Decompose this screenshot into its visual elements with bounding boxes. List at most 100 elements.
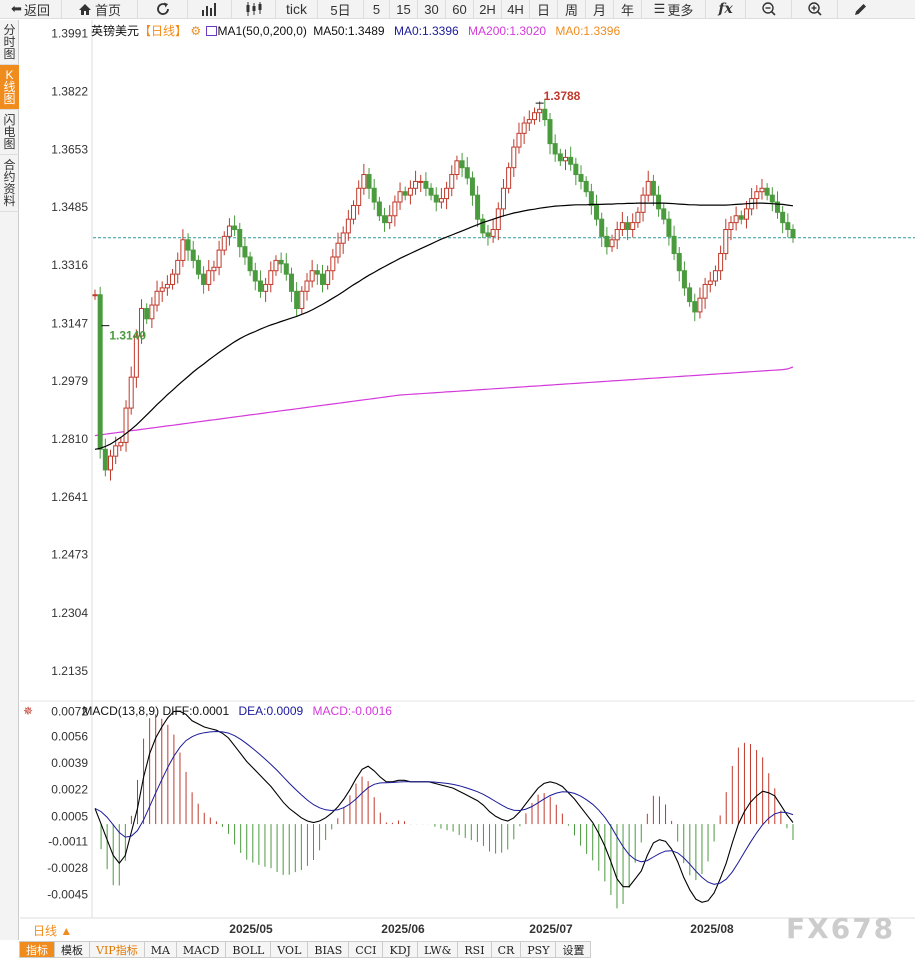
zoom-out-button[interactable] [746, 0, 792, 19]
symbol-name: 英镑美元 [91, 24, 140, 38]
period-button-9[interactable]: 月 [586, 0, 614, 19]
indicator-tab-3[interactable]: MA [144, 941, 177, 958]
period-selector[interactable]: 日线 ▲ [19, 922, 84, 939]
candle [469, 171, 475, 206]
period-button-10[interactable]: 年 [614, 0, 642, 19]
high-label: 1.3788 [544, 89, 581, 103]
line-chart-button[interactable] [188, 0, 232, 19]
period-button-2[interactable]: 15 [390, 0, 418, 19]
candle [749, 187, 755, 216]
candle [263, 277, 269, 302]
candle-body [361, 174, 367, 189]
indicator-icon[interactable] [206, 26, 218, 36]
candle-body [288, 273, 294, 292]
candle [702, 277, 708, 309]
candle [340, 226, 346, 254]
home-label: 首页 [94, 2, 121, 18]
candlestick-button[interactable] [232, 0, 276, 19]
back-button[interactable]: ⬅ 返回 [0, 0, 62, 19]
indicator-tab-1[interactable]: 模板 [55, 941, 90, 958]
sidebar-item-kline[interactable]: K线图 [0, 65, 19, 110]
indicator-tab-12[interactable]: CR [491, 941, 522, 958]
period-button-0[interactable]: 5日 [318, 0, 364, 19]
candle-body [113, 445, 119, 457]
indicator-tab-10[interactable]: LW& [417, 941, 459, 958]
macd-settings-icon[interactable]: ✵ [23, 704, 34, 718]
home-button[interactable]: 首页 [62, 0, 138, 19]
candle [387, 205, 393, 230]
zoom-in-button[interactable] [792, 0, 838, 19]
candle [485, 225, 491, 246]
candle [325, 265, 331, 290]
candle-body [195, 259, 201, 275]
candle-body [128, 376, 134, 409]
candle-body [221, 235, 227, 251]
zoom-out-icon [761, 2, 776, 16]
candle-body [201, 273, 207, 285]
price-tick-label: 1.2810 [51, 432, 88, 446]
function-button[interactable]: fx [706, 0, 746, 19]
date-tick-label: 2025/06 [381, 922, 425, 936]
candle [614, 221, 620, 250]
indicator-tab-14[interactable]: 设置 [556, 941, 592, 958]
sidebar-item-timeshare[interactable]: 分时图 [0, 20, 19, 65]
candle-body [537, 108, 543, 114]
candle-body [645, 180, 651, 196]
ma200-value: MA200:1.3020 [468, 24, 547, 38]
indicator-tab-11[interactable]: RSI [458, 941, 492, 958]
candle-body [335, 242, 341, 258]
candle-body [454, 160, 460, 176]
gear-icon[interactable]: ⚙ [190, 24, 202, 38]
candle [459, 152, 465, 177]
indicator-tab-4[interactable]: MACD [176, 941, 227, 958]
kline-chart[interactable]: 1.3991 1.3822 1.3653 1.3485 1.3316 1.3147 1.29… [20, 20, 915, 940]
candle-body [247, 256, 253, 272]
candle-body [769, 194, 775, 203]
sidebar-item-contract[interactable]: 合约资料 [0, 155, 19, 212]
candle [754, 185, 760, 210]
indicator-tab-9[interactable]: KDJ [383, 941, 418, 958]
indicator-tab-0[interactable]: 指标 [19, 941, 55, 958]
indicator-tab-2[interactable]: VIP指标 [90, 941, 145, 958]
candle-body [299, 290, 305, 309]
period-button-3[interactable]: 30 [418, 0, 446, 19]
macd-axis: 0.0072 0.0056 0.0039 0.0022 0.0005 -0.0011 -0.… [47, 704, 88, 901]
candle-body [640, 194, 646, 213]
candle [247, 251, 253, 276]
period-button-5[interactable]: 2H [474, 0, 502, 19]
indicator-tab-5[interactable]: BOLL [226, 941, 272, 958]
macd-panel [94, 710, 794, 909]
more-button[interactable]: ☰ 更多 [642, 0, 706, 19]
candle-body [609, 239, 615, 248]
candle-body [547, 119, 553, 145]
candle [154, 280, 160, 312]
indicator-tab-8[interactable]: CCI [349, 941, 384, 958]
period-button-4[interactable]: 60 [446, 0, 474, 19]
period-button-1[interactable]: 5 [364, 0, 390, 19]
period-button-8[interactable]: 周 [558, 0, 586, 19]
refresh-button[interactable] [138, 0, 188, 19]
period-button-7[interactable]: 日 [530, 0, 558, 19]
candle [335, 232, 341, 264]
candle [759, 179, 765, 200]
candle-body [418, 180, 424, 183]
indicator-tab-13[interactable]: PSY [521, 941, 557, 958]
candle [531, 107, 537, 125]
annotations: 1.3788 1.3140 [101, 89, 581, 343]
macd-tick-label: 0.0072 [51, 704, 88, 718]
period-label[interactable]: 【日线】 [139, 24, 188, 38]
candle-body [102, 448, 108, 471]
candle [604, 227, 610, 255]
sidebar-item-flash[interactable]: 闪电图 [0, 110, 19, 155]
candle-body [118, 441, 124, 447]
pencil-icon [855, 3, 866, 15]
indicator-tab-6[interactable]: VOL [271, 941, 309, 958]
tick-button[interactable]: tick [276, 0, 318, 19]
period-button-6[interactable]: 4H [502, 0, 530, 19]
indicator-tab-7[interactable]: BIAS [308, 941, 350, 958]
candle [180, 229, 186, 267]
date-tick-label: 2025/05 [229, 922, 273, 936]
candle [495, 202, 501, 241]
candle [552, 134, 558, 162]
draw-tool-button[interactable] [838, 0, 883, 19]
